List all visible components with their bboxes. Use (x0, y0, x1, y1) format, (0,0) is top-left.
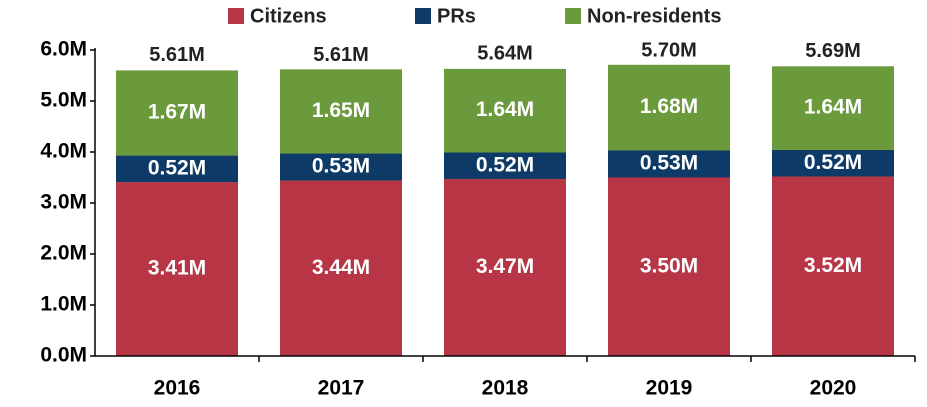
bar-segment (772, 176, 894, 356)
value-label: 1.67M (148, 101, 206, 124)
bar-segment (608, 64, 730, 151)
bar-segment (772, 149, 894, 177)
bar-segment (444, 152, 566, 180)
bar-segment (116, 155, 238, 183)
legend-label: PRs (437, 5, 476, 27)
value-label: 1.64M (804, 96, 862, 119)
total-label: 5.64M (477, 43, 533, 65)
bar-segment (116, 70, 238, 156)
y-tick-label: 0.0M (40, 344, 87, 367)
value-label: 1.64M (476, 98, 534, 121)
bar-segment (280, 180, 402, 356)
y-tick-label: 2.0M (40, 242, 87, 265)
bar-segment (116, 182, 238, 356)
legend-label: Citizens (250, 5, 327, 27)
value-label: 0.53M (640, 152, 698, 175)
value-label: 0.52M (476, 153, 534, 176)
bar-segment (608, 177, 730, 356)
x-tick-label: 2019 (646, 377, 693, 400)
bar-segment (280, 153, 402, 181)
y-tick-label: 4.0M (40, 140, 87, 163)
value-label: 3.44M (312, 256, 370, 279)
y-tick-label: 3.0M (40, 191, 87, 214)
legend-swatch (228, 8, 244, 24)
bar-segment (772, 66, 894, 150)
total-label: 5.61M (149, 44, 205, 66)
y-tick-label: 6.0M (40, 38, 87, 61)
total-label: 5.70M (641, 40, 697, 62)
value-label: 3.52M (804, 254, 862, 277)
total-label: 5.69M (805, 40, 861, 62)
bar-segment (444, 68, 566, 153)
value-label: 0.52M (148, 156, 206, 179)
y-tick-label: 5.0M (40, 89, 87, 112)
bar-segment (444, 179, 566, 356)
x-tick-label: 2017 (318, 377, 365, 400)
bar-segment (608, 150, 730, 178)
value-label: 1.68M (640, 95, 698, 118)
value-label: 3.47M (476, 255, 534, 278)
legend-swatch (415, 8, 431, 24)
y-tick-label: 1.0M (40, 293, 87, 316)
x-tick-label: 2018 (482, 377, 529, 400)
bar-segment (280, 69, 402, 154)
value-label: 3.41M (148, 257, 206, 280)
value-label: 3.50M (640, 254, 698, 277)
legend-label: Non-residents (587, 5, 721, 27)
x-tick-label: 2020 (810, 377, 857, 400)
value-label: 0.52M (804, 151, 862, 174)
value-label: 1.65M (312, 99, 370, 122)
total-label: 5.61M (313, 44, 369, 66)
legend-swatch (565, 8, 581, 24)
value-label: 0.53M (312, 155, 370, 178)
x-tick-label: 2016 (154, 377, 201, 400)
